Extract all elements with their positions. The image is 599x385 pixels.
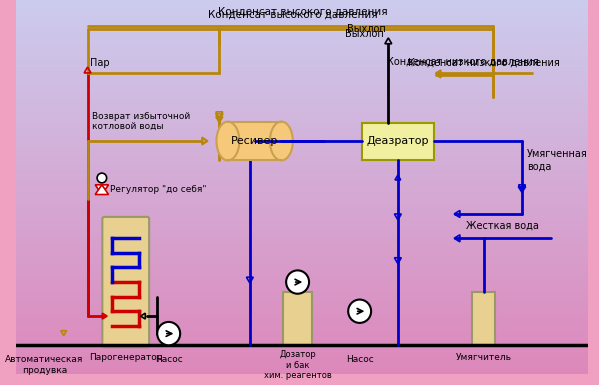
Text: Возврат избыточной
котловой воды: Возврат избыточной котловой воды xyxy=(92,112,190,131)
Text: Регулятор "до себя": Регулятор "до себя" xyxy=(110,185,206,194)
Text: Парогенератор: Парогенератор xyxy=(89,353,162,362)
Polygon shape xyxy=(95,185,108,194)
Bar xyxy=(283,292,312,345)
FancyBboxPatch shape xyxy=(362,122,434,159)
Text: Выхлоп: Выхлоп xyxy=(347,24,385,34)
Circle shape xyxy=(97,173,107,183)
Text: Ресивер: Ресивер xyxy=(231,136,279,146)
Bar xyxy=(473,292,495,345)
Text: Конденсат низкого давления: Конденсат низкого давления xyxy=(387,57,539,67)
Text: Конденсат высокого давления: Конденсат высокого давления xyxy=(208,10,377,20)
Text: Дозатор
и бак
хим. реагентов: Дозатор и бак хим. реагентов xyxy=(264,350,331,380)
Circle shape xyxy=(158,322,180,345)
Polygon shape xyxy=(95,185,108,194)
Bar xyxy=(228,122,282,161)
Text: Конденсат низкого давления: Конденсат низкого давления xyxy=(408,58,559,68)
Text: Автоматическая
продувка: Автоматическая продувка xyxy=(5,355,84,375)
Text: Умягченная
вода: Умягченная вода xyxy=(527,149,588,172)
Text: Насос: Насос xyxy=(346,355,374,364)
Circle shape xyxy=(348,300,371,323)
Text: Деазратор: Деазратор xyxy=(367,136,429,146)
Ellipse shape xyxy=(216,122,240,161)
Text: Насос: Насос xyxy=(155,355,183,364)
Text: Конденсат высокого давления: Конденсат высокого давления xyxy=(217,7,387,17)
Text: Жесткая вода: Жесткая вода xyxy=(467,221,539,231)
Text: Пар: Пар xyxy=(90,58,110,68)
Circle shape xyxy=(286,270,309,294)
Ellipse shape xyxy=(270,122,293,161)
FancyBboxPatch shape xyxy=(102,217,149,347)
Text: Выхлоп: Выхлоп xyxy=(345,29,383,39)
Text: Умягчитель: Умягчитель xyxy=(456,353,512,362)
